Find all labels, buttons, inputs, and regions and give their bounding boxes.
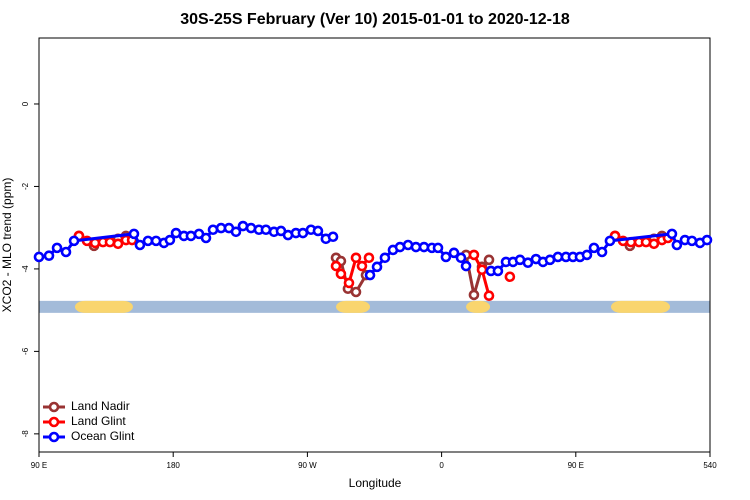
point bbox=[312, 225, 324, 237]
point bbox=[185, 230, 197, 242]
point bbox=[260, 224, 272, 236]
point bbox=[596, 246, 608, 258]
legend-marker bbox=[48, 416, 60, 428]
x-tick-label: 90 E bbox=[31, 461, 47, 470]
x-tick-label: 540 bbox=[703, 461, 717, 470]
point bbox=[112, 238, 124, 250]
point bbox=[581, 249, 593, 261]
legend-marker bbox=[48, 431, 60, 443]
y-tick-label: -2 bbox=[21, 182, 30, 190]
point bbox=[686, 235, 698, 247]
point bbox=[364, 269, 376, 281]
point bbox=[504, 271, 516, 283]
x-tick-label: 0 bbox=[439, 461, 444, 470]
point bbox=[455, 252, 467, 264]
point bbox=[440, 251, 452, 263]
point bbox=[483, 290, 495, 302]
point bbox=[363, 252, 375, 264]
point bbox=[43, 250, 55, 262]
legend-label: Land Glint bbox=[71, 414, 126, 428]
land-segment bbox=[466, 300, 491, 313]
point bbox=[476, 264, 488, 276]
point bbox=[343, 277, 355, 289]
point bbox=[164, 234, 176, 246]
point bbox=[356, 260, 368, 272]
y-tick-label: 0 bbox=[21, 101, 30, 106]
legend-marker bbox=[48, 401, 60, 413]
point bbox=[460, 260, 472, 272]
point bbox=[237, 220, 249, 232]
point bbox=[330, 260, 342, 272]
plot-frame bbox=[38, 37, 711, 453]
land-segment bbox=[610, 300, 671, 313]
point bbox=[701, 234, 713, 246]
y-tick-label: -6 bbox=[21, 347, 30, 355]
point bbox=[104, 236, 116, 248]
point bbox=[60, 246, 72, 258]
point bbox=[604, 235, 616, 247]
chart-title: 30S-25S February (Ver 10) 2015-01-01 to … bbox=[180, 11, 570, 28]
x-tick-label: 180 bbox=[167, 461, 181, 470]
point bbox=[394, 241, 406, 253]
point bbox=[468, 249, 480, 261]
point bbox=[448, 247, 460, 259]
point bbox=[230, 226, 242, 238]
point bbox=[68, 235, 80, 247]
point bbox=[207, 224, 219, 236]
land-segment bbox=[74, 300, 133, 313]
point bbox=[468, 289, 480, 301]
point bbox=[371, 261, 383, 273]
point bbox=[432, 242, 444, 254]
point bbox=[671, 239, 683, 251]
point bbox=[128, 228, 140, 240]
y-tick-label: -8 bbox=[21, 430, 30, 438]
point bbox=[522, 257, 534, 269]
x-tick-label: 90 W bbox=[298, 461, 317, 470]
legend-label: Land Nadir bbox=[71, 399, 130, 413]
ocean-band bbox=[39, 300, 710, 313]
point bbox=[492, 265, 504, 277]
point bbox=[327, 231, 339, 243]
point bbox=[200, 232, 212, 244]
point bbox=[33, 251, 45, 263]
point bbox=[134, 239, 146, 251]
land-segment bbox=[336, 300, 371, 313]
point bbox=[483, 254, 495, 266]
point bbox=[648, 238, 660, 250]
point bbox=[350, 252, 362, 264]
x-axis-label: Longitude bbox=[349, 476, 402, 490]
x-tick-label: 90 E bbox=[568, 461, 584, 470]
point bbox=[335, 268, 347, 280]
y-tick-label: -4 bbox=[21, 265, 30, 273]
y-axis-label: XCO2 - MLO trend (ppm) bbox=[0, 178, 14, 313]
point bbox=[588, 242, 600, 254]
point bbox=[51, 242, 63, 254]
point bbox=[379, 252, 391, 264]
point bbox=[666, 228, 678, 240]
point bbox=[350, 286, 362, 298]
legend-label: Ocean Glint bbox=[71, 429, 135, 443]
